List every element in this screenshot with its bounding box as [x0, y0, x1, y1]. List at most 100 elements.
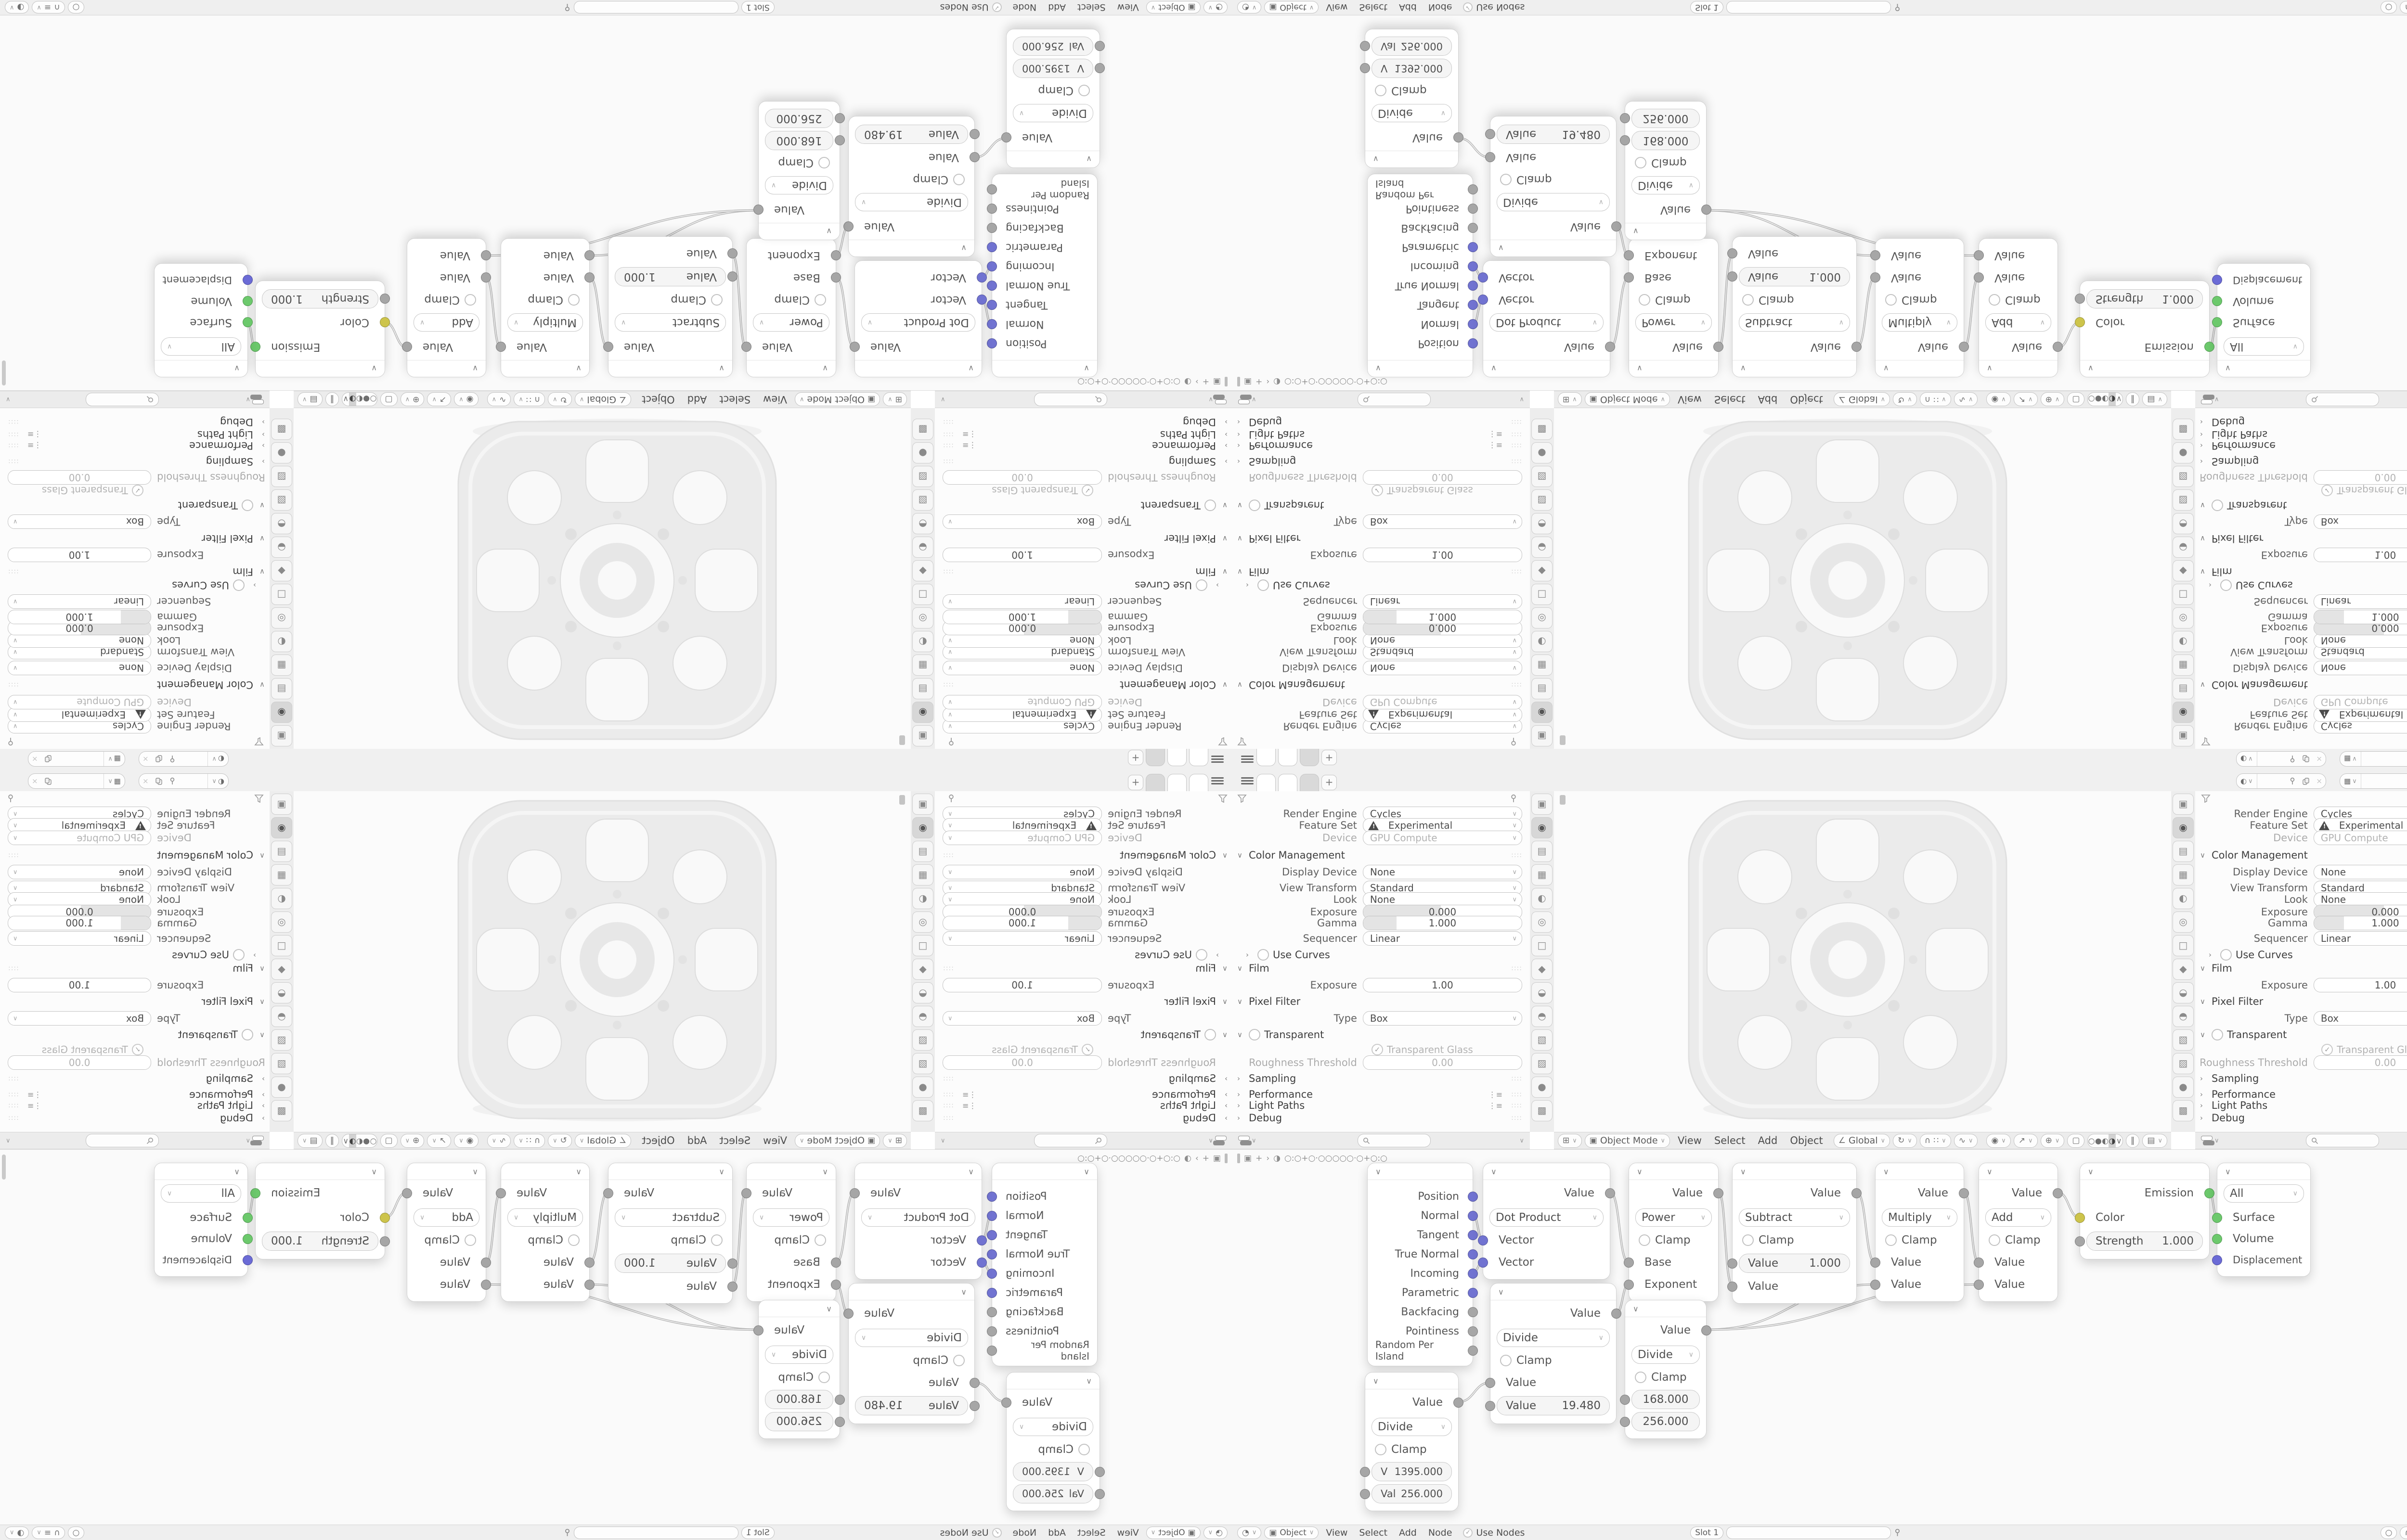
- node-collapse-chevron[interactable]: ∨: [855, 1163, 982, 1180]
- viewport-options-select[interactable]: ▤ ∨: [2142, 1133, 2167, 1148]
- socket-value-2[interactable]: [1360, 1489, 1370, 1499]
- tab-texture-icon[interactable]: ▩: [271, 419, 292, 440]
- value-number-field[interactable]: Value 1.000: [615, 1254, 726, 1273]
- material-name-field[interactable]: [573, 1, 738, 14]
- clamp-checkbox[interactable]: [1742, 294, 1754, 306]
- node-collapse-chevron[interactable]: ∨: [1365, 151, 1458, 167]
- node-multiply[interactable]: ∨ Value Multiply ∨ Clamp Value Value: [1870, 238, 1969, 377]
- tab-object-icon[interactable]: □: [912, 935, 933, 956]
- sequencer-select[interactable]: Linear∨: [2313, 931, 2407, 946]
- pause-render-button[interactable]: ‖: [325, 392, 339, 407]
- transparent-glass-checkbox[interactable]: ✓: [131, 1044, 143, 1055]
- use-nodes-checkbox[interactable]: ✓ Use Nodes: [936, 1527, 1006, 1538]
- use-curves-checkbox[interactable]: [2220, 579, 2232, 591]
- socket-value-1[interactable]: [970, 1377, 980, 1388]
- device-select[interactable]: GPU Compute∨: [2313, 695, 2407, 709]
- shading-options-chevron[interactable]: ∨: [343, 395, 349, 404]
- scene-name-field[interactable]: [179, 752, 208, 766]
- gamma-slider[interactable]: 1.000: [943, 916, 1102, 930]
- node-collapse-chevron[interactable]: ∨: [1490, 1283, 1616, 1300]
- math-operation-select[interactable]: Subtract ∨: [1739, 313, 1850, 332]
- node-collapse-chevron[interactable]: ∨: [849, 240, 974, 257]
- workspace-tab-1[interactable]: [1189, 774, 1208, 792]
- tab-physics-icon[interactable]: ◓: [912, 1006, 933, 1027]
- socket-normal[interactable]: [987, 319, 997, 330]
- node-collapse-chevron[interactable]: ∨: [608, 1163, 732, 1180]
- filter-type-select[interactable]: Box∨: [2313, 514, 2407, 529]
- math-operation-select[interactable]: Multiply ∨: [1882, 313, 1957, 332]
- tab-view-layer-icon[interactable]: ▦: [271, 654, 292, 676]
- socket-value-out[interactable]: [741, 1188, 751, 1198]
- clamp-checkbox[interactable]: [1989, 1234, 2000, 1246]
- socket-color[interactable]: [2075, 317, 2085, 328]
- tab-output-icon[interactable]: ▤: [271, 678, 292, 699]
- sequencer-select[interactable]: Linear∨: [1362, 594, 1522, 609]
- transform-orientation-select[interactable]: ∠ Global ∨: [574, 1133, 632, 1148]
- gamma-slider[interactable]: 1.000: [1362, 610, 1522, 624]
- viewport-3d[interactable]: [1554, 791, 2171, 1132]
- math-operation-select[interactable]: Add ∨: [414, 1208, 479, 1227]
- properties-search-input[interactable]: [1357, 1134, 1431, 1147]
- tab-output-icon[interactable]: ▤: [1531, 678, 1553, 699]
- tab-particles-icon[interactable]: ◒: [2173, 537, 2194, 558]
- socket-value-1[interactable]: [727, 1258, 738, 1269]
- section-color-management[interactable]: ∨Color Management::::: [8, 679, 265, 691]
- section-debug[interactable]: ›Debug::::: [2200, 416, 2245, 428]
- copy-scene-icon[interactable]: [152, 752, 166, 766]
- properties-search-input[interactable]: [1357, 393, 1431, 406]
- node-multiply[interactable]: ∨ Value Multiply ∨ Clamp Value Value: [1870, 1163, 1969, 1302]
- socket-emission-out[interactable]: [250, 342, 260, 352]
- socket-value-2[interactable]: [1620, 1416, 1630, 1427]
- properties-options-chevron[interactable]: ∨: [1519, 1137, 1524, 1144]
- socket-tangent[interactable]: [987, 1230, 997, 1240]
- node-power[interactable]: ∨ Value Power ∨ Clamp Base Exponent: [1624, 238, 1723, 377]
- device-select[interactable]: GPU Compute∨: [2313, 831, 2407, 845]
- socket-value-out[interactable]: [1851, 1188, 1862, 1198]
- node-power[interactable]: ∨ Value Power ∨ Clamp Base Exponent: [741, 238, 841, 377]
- display-device-select[interactable]: None∨: [8, 661, 152, 675]
- filter-funnel-icon[interactable]: [1237, 794, 1247, 805]
- clamp-checkbox[interactable]: [1078, 85, 1090, 96]
- socket-color[interactable]: [380, 1212, 390, 1223]
- math-operation-select[interactable]: Power ∨: [1635, 313, 1712, 332]
- shader-menu-select[interactable]: Select: [1077, 2, 1106, 13]
- socket-value-1[interactable]: [1485, 1377, 1495, 1388]
- math-operation-select[interactable]: Divide ∨: [855, 1329, 968, 1347]
- shader-type-select[interactable]: ▣ Object ∨: [1146, 1526, 1201, 1539]
- editor-type-select[interactable]: ◔ ∨: [1203, 1, 1228, 14]
- pin-properties-icon[interactable]: [947, 794, 955, 805]
- tab-output-icon[interactable]: ▤: [1531, 841, 1553, 862]
- socket-pointiness[interactable]: [987, 1326, 997, 1336]
- editor-type-select[interactable]: ◔ ∨: [1237, 1, 1262, 14]
- shader-menu-add[interactable]: Add: [1048, 1527, 1066, 1538]
- socket-value-out[interactable]: [1001, 1397, 1011, 1408]
- node-collapse-chevron[interactable]: ∨: [1007, 151, 1100, 167]
- socket-true-normal[interactable]: [987, 281, 997, 291]
- section-performance[interactable]: ›Performance⋮≡::::: [1237, 1089, 1522, 1100]
- shading-options-chevron[interactable]: ∨: [2116, 1136, 2122, 1145]
- section-use-curves[interactable]: › Use Curves: [1246, 579, 1330, 591]
- tab-render-icon[interactable]: ◉: [1531, 817, 1553, 838]
- visibility-toggle[interactable]: ◉ ∨: [454, 392, 479, 407]
- socket-value-1[interactable]: [1620, 1394, 1630, 1405]
- viewport-menu-select[interactable]: Select: [719, 394, 751, 405]
- tab-physics-icon[interactable]: ◓: [2173, 1006, 2194, 1027]
- math-operation-select[interactable]: Add ∨: [1985, 313, 2051, 332]
- proportional-editing-toggle[interactable]: ∿ ∨: [487, 392, 511, 407]
- socket-displacement[interactable]: [2212, 275, 2222, 285]
- socket-value-2[interactable]: [481, 1279, 491, 1290]
- math-operation-select[interactable]: Multiply ∨: [507, 1208, 583, 1227]
- workspace-tab-2[interactable]: [1278, 774, 1297, 792]
- properties-search-input[interactable]: [86, 1134, 159, 1147]
- transparent-glass-checkbox[interactable]: ✓: [1082, 485, 1094, 496]
- clamp-checkbox[interactable]: [1078, 1444, 1090, 1455]
- socket-value-1[interactable]: [481, 1257, 491, 1268]
- output-target-select[interactable]: All ∨: [2224, 1184, 2304, 1203]
- roughness-threshold-field[interactable]: 0.00: [2313, 470, 2407, 485]
- node-add[interactable]: ∨ Value Add ∨ Clamp Value Value: [402, 1163, 491, 1302]
- workspace-tab-1[interactable]: [1256, 748, 1276, 766]
- clamp-checkbox[interactable]: [1635, 1372, 1646, 1383]
- socket-backfacing[interactable]: [1468, 1307, 1478, 1317]
- sequencer-select[interactable]: Linear∨: [1362, 931, 1522, 946]
- vector-math-operation-select[interactable]: Dot Product ∨: [861, 313, 975, 332]
